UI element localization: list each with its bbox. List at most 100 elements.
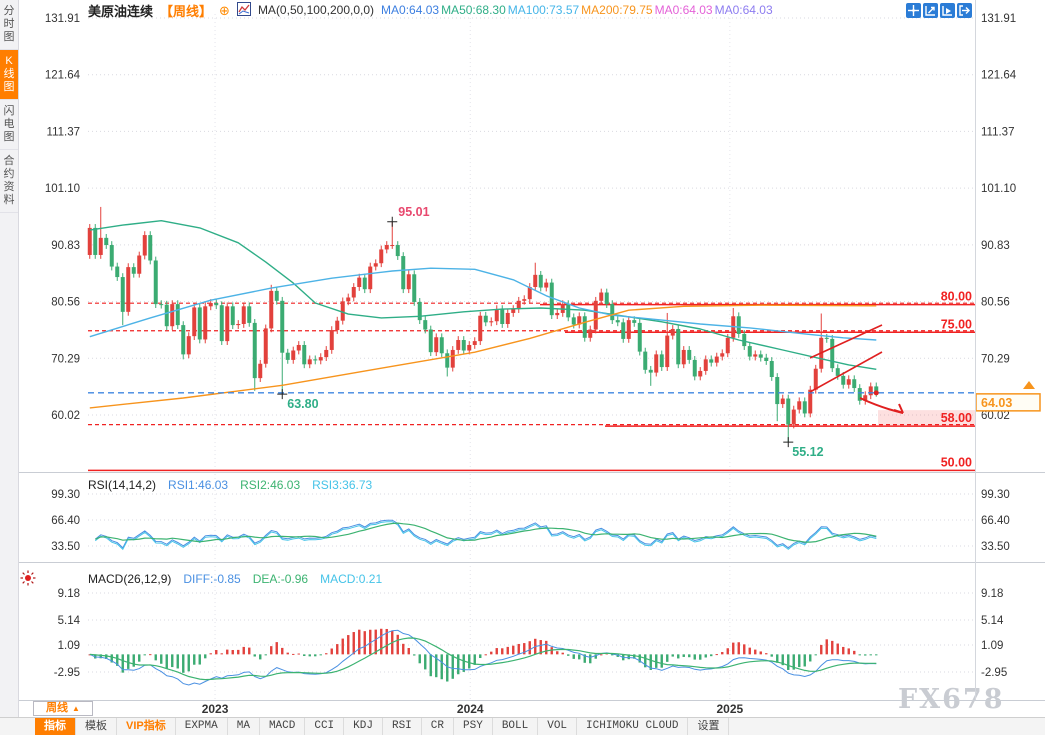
y-axis-label-right: 60.02 (981, 410, 1010, 422)
annotation-95.01: 95.01 (398, 205, 429, 219)
last-price-dot (873, 390, 879, 396)
price-up-arrow-icon (1023, 381, 1035, 389)
candle (186, 336, 191, 355)
toolbar-item-VOL[interactable]: VOL (538, 718, 578, 735)
candle (709, 359, 714, 363)
candle (714, 356, 719, 363)
ma-values: MA0:64.03 MA50:68.30 MA100:73.57 MA200:79.7… (381, 3, 775, 17)
go-latest-icon[interactable] (957, 3, 972, 18)
candle (346, 297, 351, 302)
axis-scale-icon[interactable] (923, 3, 938, 18)
candle (192, 307, 197, 337)
toolbar-item-设置[interactable]: 设置 (688, 718, 730, 735)
ma-value: MA100:73.57 (507, 3, 580, 17)
y-axis-label-left: 101.10 (45, 183, 80, 195)
macd-axis-label-right: 1.09 (981, 640, 1003, 652)
toolbar-item-EXPMA[interactable]: EXPMA (176, 718, 228, 735)
axis-pan-icon[interactable] (940, 3, 955, 18)
candle (813, 368, 818, 390)
add-instrument-icon[interactable]: ⊕ (219, 2, 230, 18)
sidebar-tab-合约资料[interactable]: 合约资料 (0, 150, 18, 213)
candle (720, 353, 725, 357)
candle (511, 309, 516, 313)
candle (417, 301, 422, 321)
rsi-axis-label-right: 66.40 (981, 515, 1010, 527)
candle (621, 322, 626, 339)
candle (296, 344, 301, 351)
ma-settings-label: MA(0,50,100,200,0,0) (257, 3, 375, 17)
candle (791, 409, 796, 425)
candle (142, 235, 147, 256)
candle (577, 316, 582, 325)
candle (219, 305, 224, 342)
candle (324, 349, 329, 358)
y-axis-label-left: 121.64 (45, 70, 81, 82)
candle (478, 315, 483, 342)
macd-dea-line (89, 637, 877, 681)
watermark: FX678 (898, 684, 1005, 715)
toolbar-item-模板[interactable]: 模板 (76, 718, 117, 735)
toolbar-item-ICHIMOKU CLOUD[interactable]: ICHIMOKU CLOUD (577, 718, 689, 735)
candle (676, 328, 681, 365)
candle (401, 256, 406, 290)
annotation-63.80: 63.80 (287, 397, 318, 411)
candles[interactable] (87, 206, 879, 443)
annotation-55.12: 55.12 (792, 445, 823, 459)
macd-value: DEA:-0.96 (252, 572, 309, 586)
candle (390, 245, 395, 247)
toolbar-item-RSI[interactable]: RSI (383, 718, 422, 735)
period-selector[interactable]: 周线 ▲ (33, 701, 93, 716)
candle (626, 320, 631, 339)
candle (582, 316, 587, 338)
candle (830, 338, 835, 369)
rsi-axis-label-right: 99.30 (981, 489, 1010, 501)
candle (571, 317, 576, 325)
ma100-line (89, 267, 877, 341)
x-axis-year-label: 2024 (457, 702, 484, 716)
candle (197, 307, 202, 340)
ma-value: MA50:68.30 (441, 3, 506, 17)
toolbar-spacer (0, 718, 35, 735)
toolbar-item-KDJ[interactable]: KDJ (344, 718, 383, 735)
candle (302, 344, 307, 365)
candle (456, 340, 461, 350)
annotation-cross (783, 437, 794, 448)
toolbar-item-BOLL[interactable]: BOLL (493, 718, 539, 735)
toolbar-item-CCI[interactable]: CCI (305, 718, 345, 735)
candle (263, 328, 268, 364)
toolbar-item-VIP指标[interactable]: VIP指标 (117, 718, 176, 735)
candle (461, 340, 466, 351)
candle (533, 274, 538, 287)
sun-icon[interactable] (20, 570, 36, 591)
toolbar-item-CR[interactable]: CR (422, 718, 454, 735)
toolbar-item-MA[interactable]: MA (228, 718, 260, 735)
candle (769, 360, 774, 378)
y-axis-label-right: 131.91 (981, 13, 1016, 25)
toolbar-item-指标[interactable]: 指标 (35, 718, 76, 735)
y-axis-label-right: 101.10 (981, 183, 1016, 195)
candle (852, 379, 857, 389)
sidebar-tab-闪电图[interactable]: 闪电图 (0, 100, 18, 150)
candle (808, 389, 813, 414)
y-axis-label-left: 80.56 (51, 297, 80, 309)
sidebar-tab-分时图[interactable]: 分时图 (0, 0, 18, 50)
mini-chart-icon[interactable] (236, 1, 251, 19)
window-icons (906, 3, 972, 18)
crosshair-icon[interactable] (906, 3, 921, 18)
candle (670, 328, 675, 336)
bottom-toolbar: 指标 模板 VIP指标 EXPMA MA MACD CCI KDJ RSI CR PSY BOLL VO… (0, 717, 1045, 735)
candle (857, 388, 862, 401)
toolbar-item-MACD[interactable]: MACD (260, 718, 306, 735)
candle (698, 370, 703, 377)
macd-axis-label-right: -2.95 (981, 667, 1007, 679)
candle (868, 386, 873, 396)
candle (395, 245, 400, 257)
chart-canvas[interactable]: 131.91 131.91 121.64 121.64 111.37 111.37 101.… (0, 0, 1045, 717)
candle (527, 286, 532, 300)
toolbar-item-PSY[interactable]: PSY (454, 718, 493, 735)
candle (120, 277, 125, 312)
candle (412, 274, 417, 302)
candle (643, 351, 648, 370)
